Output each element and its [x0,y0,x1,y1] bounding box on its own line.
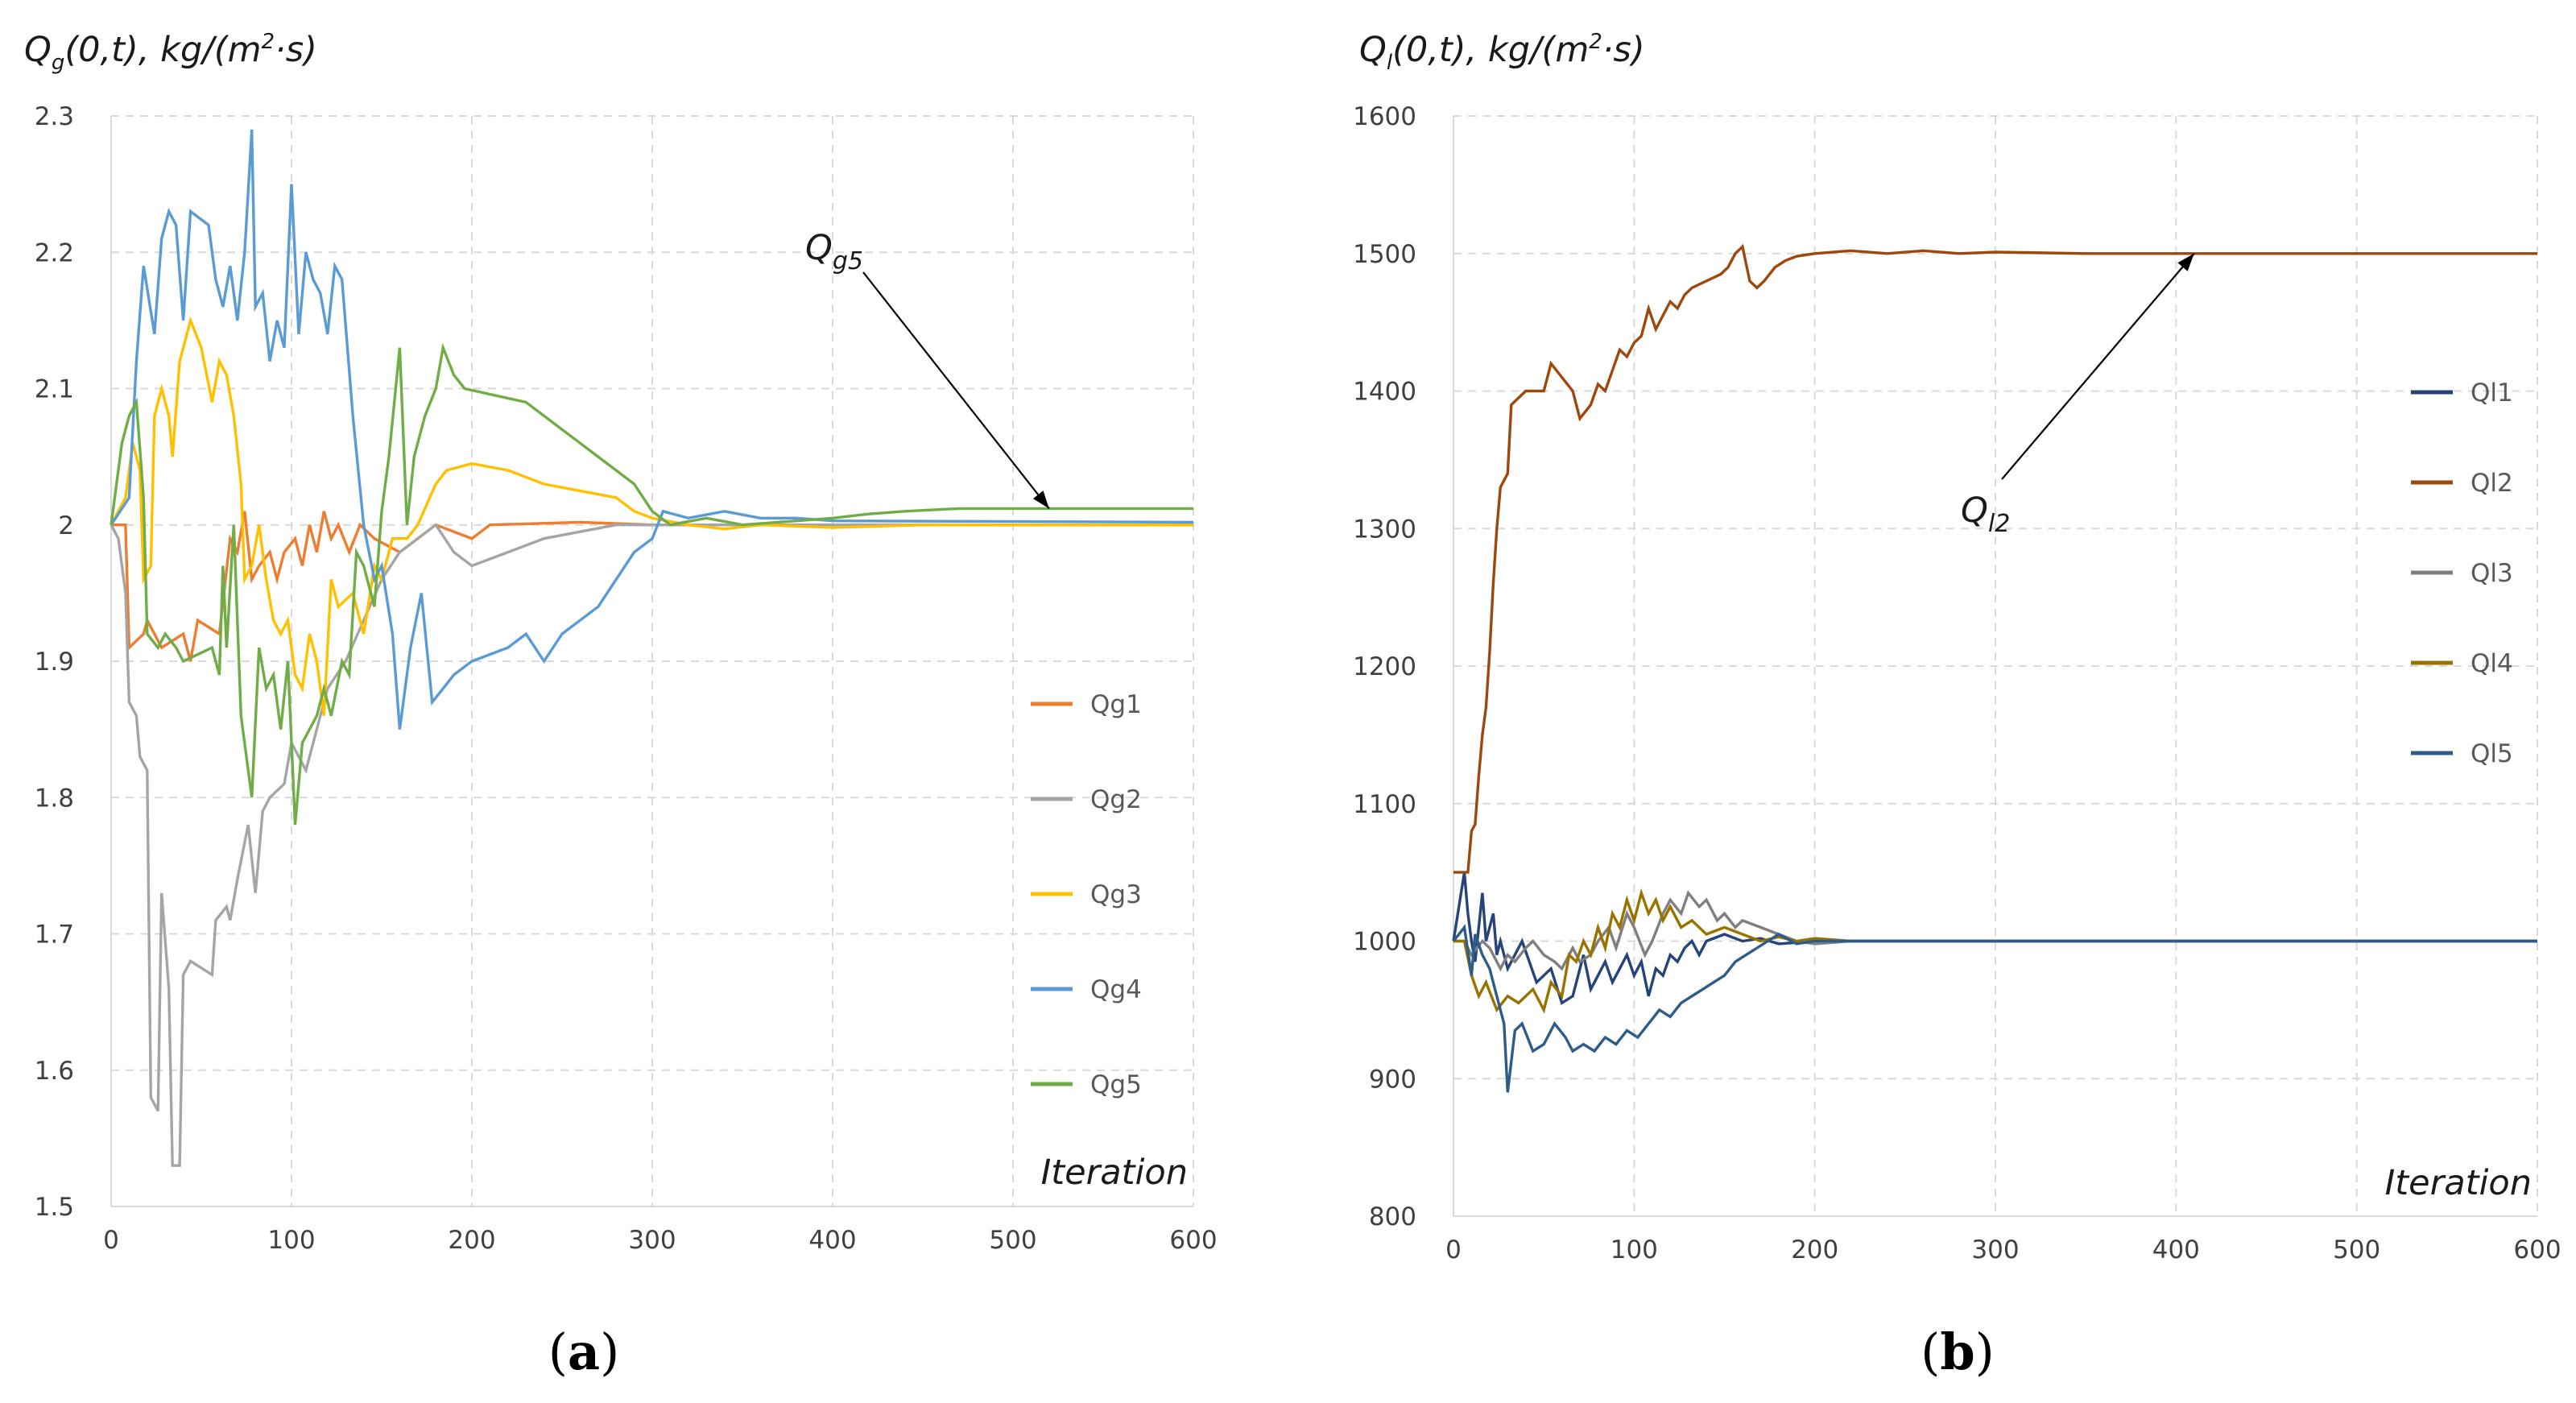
y-tick-label: 1000 [1353,928,1416,957]
legend-label-qg2: Qg2 [1090,785,1142,814]
legend-label-ql1: Ql1 [2471,379,2513,408]
y-tick-label: 2.1 [35,375,74,404]
y-tick-label: 2.3 [35,102,74,131]
y-tick-label: 1300 [1353,515,1416,544]
series-line-qg3 [110,316,1193,716]
y-tick-label: 1200 [1353,652,1416,681]
y-tick-label: 1500 [1353,240,1416,269]
x-tick-label: 0 [1445,1235,1462,1264]
y-tick-label: 1400 [1353,378,1416,407]
y-tick-label: 2.2 [35,238,74,267]
series-line-ql2 [1453,243,2537,874]
series-line-qg2 [110,523,1193,1167]
legend-label-ql4: Ql4 [2471,649,2513,678]
y-tick-label: 1.9 [35,648,74,677]
x-tick-label: 400 [2152,1235,2200,1264]
x-axis-title: Iteration [1041,1153,1188,1193]
x-tick-label: 100 [1611,1235,1658,1264]
x-tick-label: 600 [1169,1226,1217,1255]
x-tick-label: 500 [2333,1235,2380,1264]
x-tick-label: 300 [628,1226,676,1255]
x-tick-label: 300 [1971,1235,2019,1264]
legend-label-ql3: Ql3 [2471,559,2513,588]
series-line-ql1 [1452,871,2537,1005]
y-tick-label: 900 [1369,1065,1416,1094]
legend-label-qg3: Qg3 [1090,880,1142,909]
series-line-ql3 [1453,890,2537,972]
x-tick-label: 600 [2513,1235,2561,1264]
x-tick-label: 0 [103,1226,119,1255]
annotation-label: Qg5 [805,228,863,275]
y-tick-label: 1.7 [35,921,74,950]
y-axis-title: Ql(0,t), kg/(m2·s) [1359,30,1645,75]
y-tick-label: 1600 [1353,102,1416,131]
y-tick-label: 1.8 [35,784,74,813]
chart-panel-b: 800 900 1000 1100 1200 1300 1400 1500 1600 0 100 20… [1353,30,2561,1264]
annotation-arrow [2001,253,2195,480]
x-tick-label: 200 [448,1226,495,1255]
legend-label-ql5: Ql5 [2471,739,2513,768]
x-axis-title: Iteration [2385,1163,2532,1203]
y-tick-label: 1.6 [35,1057,74,1086]
y-tick-label: 2 [58,511,74,540]
x-tick-label: 100 [267,1226,315,1255]
x-tick-label: 400 [808,1226,856,1255]
series-line-qg5 [110,342,1193,826]
y-tick-label: 800 [1369,1202,1416,1231]
y-tick-label: 1.5 [35,1193,74,1222]
y-tick-label: 1100 [1353,790,1416,819]
x-tick-label: 200 [1791,1235,1838,1264]
panel-label-b: (b) [1921,1322,1995,1381]
panel-label-a: (a) [548,1322,620,1381]
annotation-label: Ql2 [1961,490,2010,538]
series-line-ql5 [1452,924,2537,1093]
annotation-arrowhead [2177,253,2194,271]
chart-panel-a: 1.5 1.6 1.7 1.8 1.9 2 2.1 2.2 2.3 0 100 200 300 400 50… [24,30,1218,1255]
series-line-qg4 [110,129,1194,730]
annotation-arrowhead [1032,490,1049,509]
series-line-ql4 [1453,888,2537,1014]
y-axis-title: Qg(0,t), kg/(m2·s) [24,30,317,75]
legend-label-qg4: Qg4 [1090,975,1142,1004]
annotation-arrow [862,271,1050,510]
legend-label-ql2: Ql2 [2471,469,2513,498]
legend-label-qg1: Qg1 [1090,690,1142,719]
x-tick-label: 500 [989,1226,1036,1255]
legend-label-qg5: Qg5 [1090,1070,1142,1099]
